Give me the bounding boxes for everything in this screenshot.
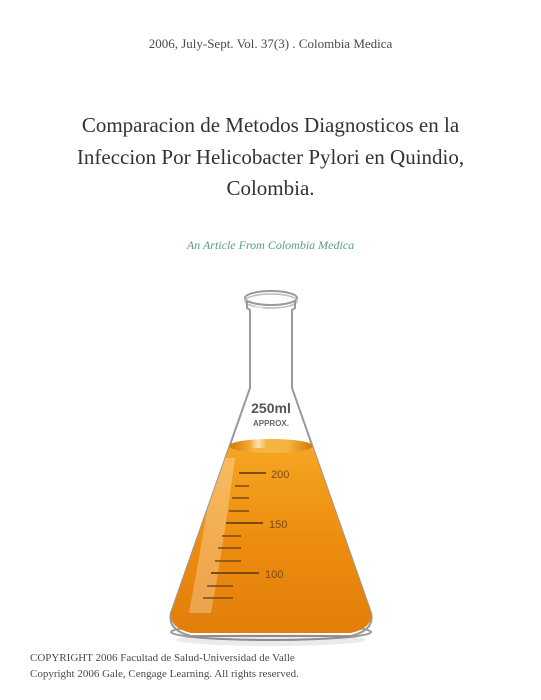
copyright-line-2: Copyright 2006 Gale, Cengage Learning. A…: [30, 667, 299, 682]
copyright-block: COPYRIGHT 2006 Facultad de Salud-Univers…: [30, 651, 299, 682]
flask-label-250: 250ml: [251, 400, 291, 416]
flask-label-approx: APPROX.: [252, 419, 288, 428]
flask-illustration: 250ml APPROX. 200 150 100: [141, 268, 401, 648]
erlenmeyer-flask-icon: 250ml APPROX. 200 150 100: [141, 268, 401, 648]
flask-grad-150: 150: [269, 519, 287, 531]
flask-grad-100: 100: [265, 569, 283, 581]
article-subtitle: An Article From Colombia Medica: [0, 238, 541, 253]
article-title: Comparacion de Metodos Diagnosticos en l…: [50, 110, 491, 205]
copyright-line-1: COPYRIGHT 2006 Facultad de Salud-Univers…: [30, 651, 299, 666]
flask-grad-200: 200: [271, 469, 289, 481]
issue-header: 2006, July-Sept. Vol. 37(3) . Colombia M…: [0, 36, 541, 52]
